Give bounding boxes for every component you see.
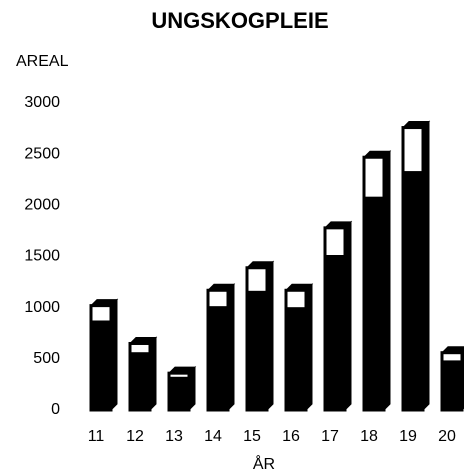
x-tick-label: 14 (204, 428, 222, 445)
y-tick-label: 2500 (24, 145, 60, 162)
bar-top (401, 121, 431, 129)
x-tick-label: 15 (243, 428, 261, 445)
y-tick-label: 2000 (24, 197, 60, 214)
bar (128, 352, 152, 412)
bar-top (323, 221, 353, 229)
x-tick-label: 11 (88, 428, 105, 445)
bar (362, 155, 386, 200)
x-tick-label: 18 (360, 428, 378, 445)
x-tick-label: 17 (321, 428, 339, 445)
bar (440, 360, 464, 412)
chart-title: UNGSKOGPLEIE (151, 8, 328, 33)
y-tick-label: 3000 (24, 94, 60, 111)
bar (323, 255, 347, 412)
y-tick-label: 0 (51, 401, 60, 418)
bar-top (128, 336, 158, 344)
bar (206, 306, 230, 412)
bar (245, 266, 269, 294)
bar (128, 341, 152, 356)
bar (167, 376, 191, 412)
bar (323, 226, 347, 258)
bar-top (206, 283, 236, 291)
bar (401, 171, 425, 412)
bar (401, 126, 425, 175)
x-tick-label: 16 (282, 428, 300, 445)
y-tick-label: 1500 (24, 248, 60, 265)
bar-top (440, 346, 464, 354)
bar-top (167, 366, 197, 374)
bar (167, 371, 191, 380)
bar-top (245, 261, 275, 269)
bar-top (362, 150, 392, 158)
x-tick-label: 20 (438, 428, 456, 445)
x-tick-label: 13 (165, 428, 183, 445)
x-tick-label: 12 (126, 428, 144, 445)
x-tick-label: 19 (399, 428, 417, 445)
bar (89, 304, 113, 324)
bar-top (89, 299, 119, 307)
bar-top (284, 283, 314, 291)
bar (284, 307, 308, 412)
bar (89, 320, 113, 412)
bar (362, 196, 386, 412)
y-axis-label: AREAL (16, 53, 69, 70)
x-axis-label: ÅR (253, 454, 275, 473)
bar (206, 288, 230, 310)
bar (284, 288, 308, 311)
bar (440, 351, 464, 364)
bar (245, 290, 269, 412)
y-tick-label: 500 (33, 350, 60, 367)
y-tick-label: 1000 (24, 299, 60, 316)
